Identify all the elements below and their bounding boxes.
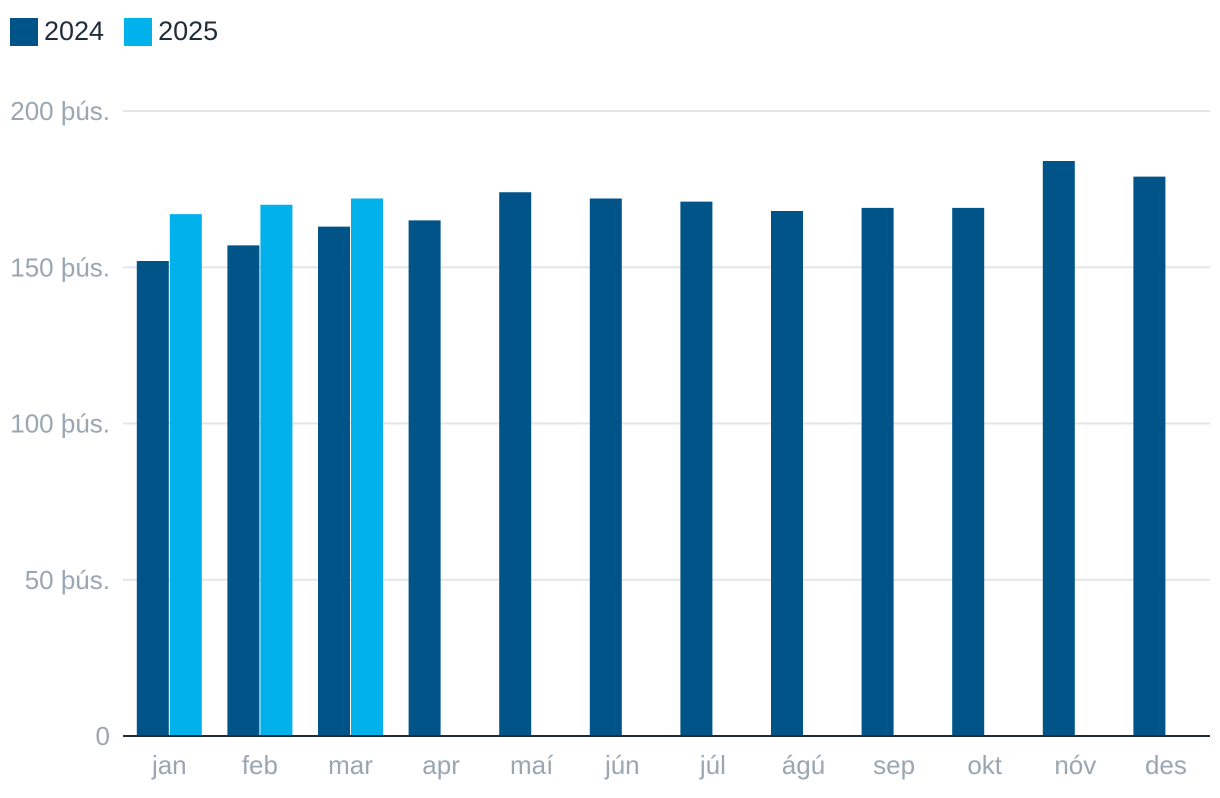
bar-2024-feb (227, 245, 260, 736)
bar-2025-jan (169, 214, 202, 736)
bar-2024-okt (952, 207, 985, 736)
y-tick-label: 100 þús. (10, 409, 110, 439)
x-tick-label: maí (510, 750, 554, 780)
x-tick-label: sep (873, 750, 915, 780)
bar-2024-nóv (1042, 161, 1075, 736)
y-tick-label: 50 þús. (25, 565, 110, 595)
x-tick-label: apr (422, 750, 460, 780)
x-tick-label: jan (151, 750, 187, 780)
x-tick-label: des (1145, 750, 1187, 780)
legend-label-2024: 2024 (44, 16, 105, 46)
y-tick-label: 150 þús. (10, 252, 110, 282)
legend-item-2025: 2025 (124, 16, 218, 47)
x-tick-label: jún (604, 750, 640, 780)
bar-2024-jan (136, 261, 169, 736)
legend-item-2024: 2024 (10, 16, 104, 47)
bar-2024-ágú (771, 211, 803, 736)
y-tick-label: 200 þús. (10, 96, 110, 126)
bar-2024-mar (318, 226, 350, 736)
x-tick-label: júl (699, 750, 726, 780)
legend-swatch-2025 (124, 17, 153, 46)
legend: 2024 2025 (10, 16, 238, 47)
bar-2024-sep (861, 207, 894, 736)
x-tick-label: mar (328, 750, 373, 780)
x-tick-label: okt (967, 750, 1002, 780)
bar-2024-des (1133, 176, 1166, 736)
bar-2024-jún (589, 198, 622, 736)
x-tick-label: ágú (782, 750, 825, 780)
x-tick-label: feb (242, 750, 278, 780)
bar-2024-júl (680, 201, 713, 736)
x-tick-label: nóv (1054, 750, 1096, 780)
legend-label-2025: 2025 (158, 16, 219, 46)
bar-2025-mar (351, 198, 383, 736)
bar-2024-maí (499, 192, 532, 736)
legend-swatch-2024 (10, 17, 38, 46)
bar-2024-apr (408, 220, 441, 736)
y-tick-label: 0 (96, 721, 110, 751)
bar-2025-feb (260, 204, 293, 736)
